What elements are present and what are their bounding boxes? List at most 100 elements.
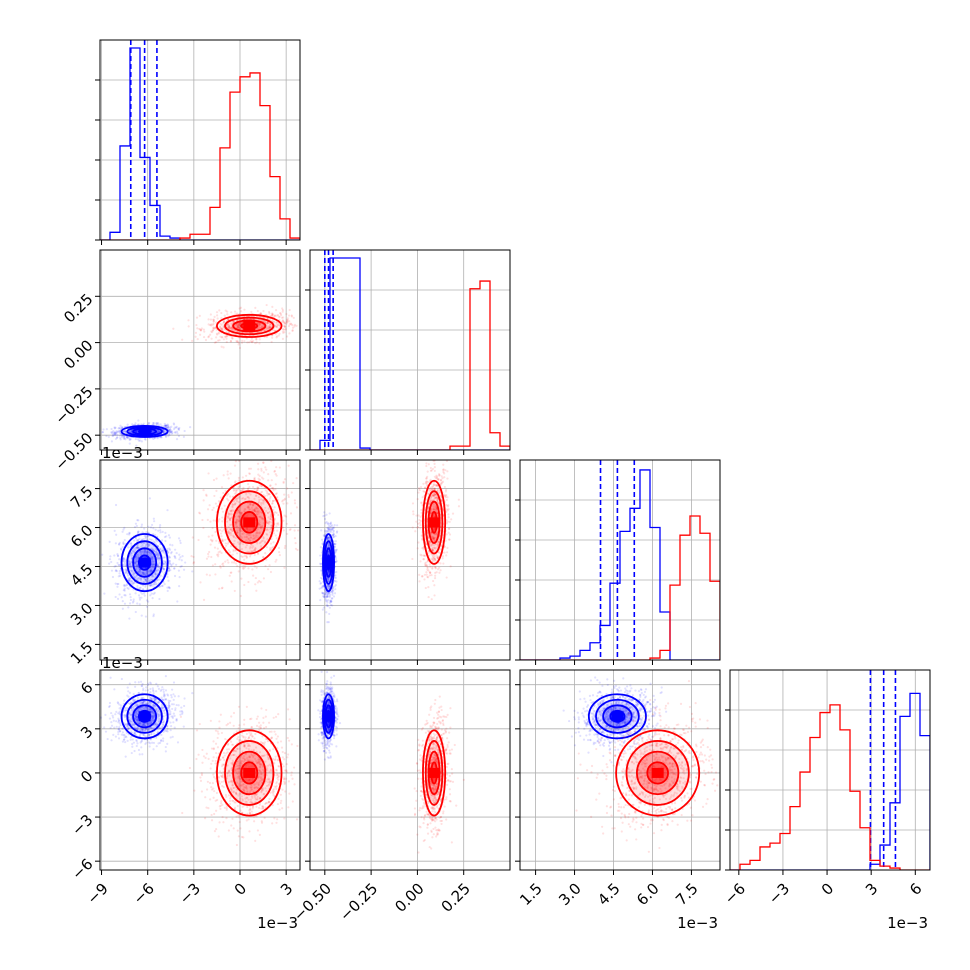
sample-point <box>164 424 167 427</box>
sample-point <box>122 564 125 567</box>
sample-point <box>268 564 271 567</box>
sample-point <box>114 569 117 573</box>
sample-point <box>208 550 211 554</box>
sample-point <box>258 474 261 478</box>
sample-point <box>140 538 144 541</box>
sample-point <box>327 542 330 545</box>
sample-point <box>159 436 162 439</box>
sample-point <box>110 431 113 434</box>
sample-point <box>327 570 330 573</box>
sample-point <box>236 564 239 568</box>
sample-point <box>431 488 434 491</box>
sample-point <box>261 501 264 504</box>
sample-point <box>332 532 336 536</box>
y-tick-label: 6.0 <box>67 521 97 551</box>
sample-point <box>260 467 263 470</box>
sample-point <box>155 550 158 553</box>
sample-point <box>128 438 131 441</box>
sample-point <box>230 322 233 325</box>
sample-point <box>219 496 222 499</box>
sample-point <box>237 541 240 544</box>
sample-point <box>228 532 231 535</box>
sample-point <box>253 478 256 481</box>
sample-point <box>149 569 152 572</box>
sample-point <box>327 584 331 588</box>
sample-point <box>159 531 162 534</box>
sample-point <box>134 592 137 595</box>
sample-point <box>255 494 258 497</box>
sample-point <box>277 324 281 327</box>
sample-point <box>285 320 288 323</box>
sample-point <box>327 578 331 581</box>
sample-point <box>145 599 149 602</box>
sample-point <box>130 554 133 557</box>
sample-point <box>140 523 144 526</box>
sample-point <box>164 539 167 543</box>
sample-point <box>158 547 161 550</box>
sample-point <box>231 505 234 508</box>
sample-point <box>228 551 232 554</box>
sample-point <box>157 553 160 556</box>
sample-point <box>122 437 125 440</box>
sample-point <box>290 323 293 326</box>
sample-point <box>129 563 132 566</box>
sample-point <box>267 479 270 482</box>
sample-point <box>265 545 268 549</box>
sample-point <box>319 581 323 585</box>
density-peak <box>322 557 335 568</box>
sample-point <box>243 508 246 511</box>
sample-point <box>144 551 147 554</box>
sample-point <box>101 431 104 434</box>
sample-point <box>281 320 284 323</box>
sample-point <box>320 577 324 580</box>
sample-point <box>267 492 270 496</box>
sample-point <box>252 450 254 452</box>
sample-point <box>274 324 277 328</box>
sample-point <box>162 562 165 565</box>
sample-point <box>278 554 281 557</box>
sample-point <box>138 603 141 606</box>
sample-point <box>260 324 263 327</box>
sample-point <box>241 555 244 559</box>
sample-point <box>287 495 290 499</box>
sample-point <box>266 321 269 324</box>
sample-point <box>125 584 128 587</box>
sample-point <box>277 546 281 550</box>
sample-point <box>284 327 287 331</box>
sample-point <box>264 541 267 544</box>
sample-point <box>327 585 330 589</box>
sample-point <box>431 549 434 552</box>
sample-point <box>178 426 181 430</box>
sample-point <box>215 477 218 480</box>
sample-point <box>236 552 239 555</box>
sample-point <box>233 589 236 593</box>
sample-point <box>164 562 167 565</box>
sample-point <box>138 568 142 571</box>
sample-point <box>282 480 285 483</box>
density-peak <box>138 426 151 437</box>
sample-point <box>136 560 139 563</box>
sample-point <box>120 435 124 439</box>
sample-point <box>333 579 337 583</box>
sample-point <box>275 537 278 540</box>
sample-point <box>221 328 224 331</box>
sample-point <box>142 571 145 574</box>
sample-point <box>288 320 291 323</box>
sample-point <box>245 556 248 559</box>
sample-point <box>254 548 257 551</box>
sample-point <box>116 597 120 600</box>
sample-point <box>209 318 213 321</box>
sample-point <box>241 566 244 569</box>
sample-point <box>115 570 119 573</box>
sample-point <box>125 569 128 572</box>
sample-point <box>149 555 152 558</box>
sample-point <box>197 538 200 542</box>
sample-point <box>128 442 131 445</box>
sample-point <box>278 332 281 335</box>
sample-point <box>281 330 285 333</box>
sample-point <box>201 518 204 522</box>
sample-point <box>129 579 132 582</box>
sample-point <box>221 336 224 339</box>
sample-point <box>161 570 164 573</box>
sample-point <box>225 337 228 340</box>
